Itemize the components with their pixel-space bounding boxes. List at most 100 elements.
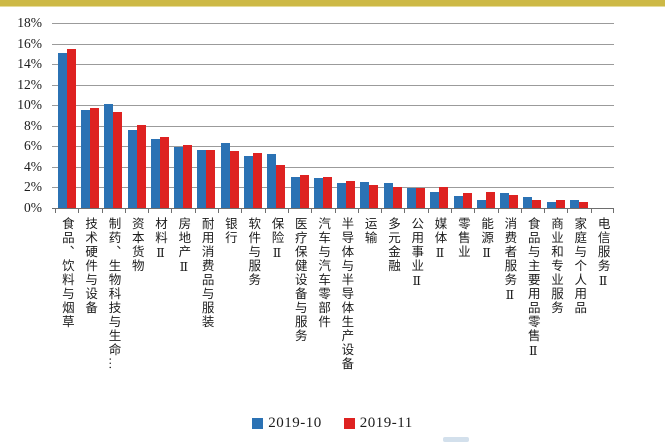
bar-2019-10 [360,182,370,208]
axis-tick [381,209,383,213]
bar-2019-10 [290,177,300,208]
bar-2019-10 [546,201,556,208]
bar-group [55,23,78,208]
x-category-cell: 能源Ⅱ [474,217,497,262]
x-category-cell: 媒体Ⅱ [428,217,451,262]
x-category-cell: 半导体与半导体生产设备 [335,217,358,371]
plot-area [52,23,614,209]
bar-2019-10 [476,199,486,208]
bar-2019-11 [113,112,123,208]
bar-2019-10 [453,195,463,208]
legend-item: 2019-11 [343,414,413,432]
axis-tick [497,209,499,213]
bar-2019-11 [322,177,332,208]
bar-2019-10 [313,178,323,208]
x-category-label: 汽车与汽车零部件 [316,217,331,329]
x-category-label: 制药、生物科技与生命… [106,217,121,371]
bar-2019-11 [66,48,76,208]
bar-group [474,23,497,208]
y-axis-tick-label: 10% [17,97,42,113]
bar-group [521,23,544,208]
bar-group [265,23,288,208]
bar-2019-11 [579,201,589,208]
bar-2019-10 [220,143,230,208]
bar-2019-11 [136,124,146,208]
x-axis-ticks [55,208,614,213]
bar-group [288,23,311,208]
axis-tick [124,209,126,213]
x-category-cell: 食品与主要用品零售Ⅱ [521,217,544,360]
x-category-label: 材料Ⅱ [153,217,168,262]
axis-tick [357,209,359,213]
axis-tick [450,209,452,213]
x-category-label: 保险Ⅱ [269,217,284,262]
axis-tick [590,209,592,213]
legend: 2019-10 2019-11 [0,413,665,433]
bar-group [451,23,474,208]
x-category-label: 消费者服务Ⅱ [502,217,517,304]
gridline [52,125,614,127]
bar-2019-10 [80,110,90,208]
bar-2019-11 [532,199,542,208]
gridline [52,43,614,45]
gridline [52,146,614,148]
bar-2019-11 [369,185,379,208]
bar-2019-10 [407,188,417,208]
axis-tick [55,209,56,213]
x-category-cell: 技术硬件与设备 [78,217,101,315]
bar-2019-11 [252,152,262,208]
x-category-cell: 耐用消费品与服装 [195,217,218,329]
bar-group [591,23,614,208]
x-category-label: 家庭与个人用品 [572,217,587,315]
axis-tick [148,209,150,213]
bar-2019-10 [267,153,277,208]
bar-2019-10 [430,191,440,208]
axis-tick [194,209,196,213]
x-category-label: 多元金融 [385,217,400,273]
axis-tick [427,209,429,213]
x-category-cell: 电信服务Ⅱ [591,217,614,290]
axis-tick [78,209,80,213]
gridline [52,187,614,189]
x-category-label: 资本货物 [129,217,144,273]
bar-2019-11 [509,194,519,208]
axis-tick [101,209,103,213]
gridline [52,64,614,66]
y-axis-tick-label: 16% [17,35,42,51]
y-axis-tick-label: 14% [17,56,42,72]
axis-tick [311,209,313,213]
x-category-cell: 运输 [358,217,381,245]
bar-group [102,23,125,208]
axis-tick [241,209,243,213]
bar-2019-11 [439,187,449,208]
x-category-label: 半导体与半导体生产设备 [339,217,354,371]
x-category-label: 医疗保健设备与服务 [292,217,307,343]
legend-label: 2019-11 [359,414,413,431]
bar-group [335,23,358,208]
bar-2019-11 [206,150,216,208]
bar-group [171,23,194,208]
x-category-cell: 公用事业Ⅱ [404,217,427,290]
bar-2019-11 [276,164,286,208]
axis-tick [567,209,569,213]
legend-swatch-2019-11 [343,417,355,429]
x-category-label: 食品与主要用品零售Ⅱ [525,217,540,360]
x-category-cell: 材料Ⅱ [148,217,171,262]
x-category-label: 媒体Ⅱ [432,217,447,262]
x-category-label: 技术硬件与设备 [83,217,98,315]
bar-2019-11 [299,175,309,208]
bar-2019-10 [383,183,393,208]
bar-2019-10 [197,150,207,208]
gridline [52,23,614,24]
axis-tick [171,209,173,213]
y-axis-tick-label: 18% [17,15,42,30]
axis-tick [264,209,266,213]
bar-group [148,23,171,208]
x-category-label: 房地产Ⅱ [176,217,191,276]
x-category-cell: 房地产Ⅱ [171,217,194,276]
x-category-cell: 软件与服务 [241,217,264,287]
gridline [52,166,614,168]
bar-2019-10 [500,192,510,208]
bar-group [381,23,404,208]
